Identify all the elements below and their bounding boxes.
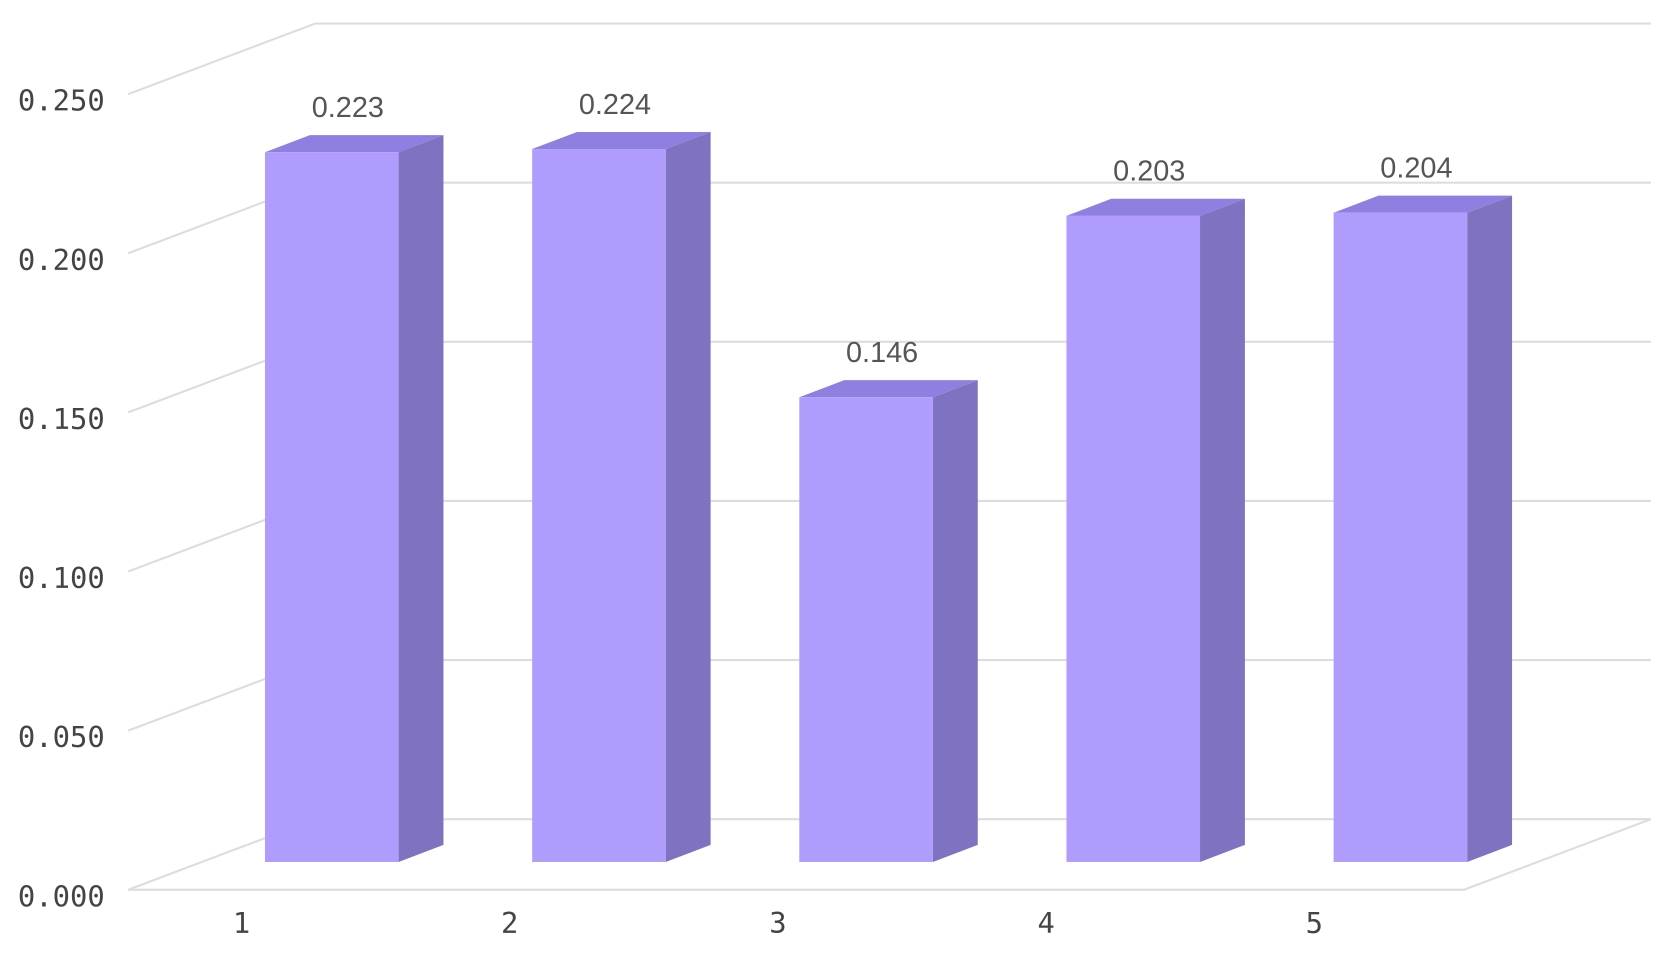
value-label: 0.204 xyxy=(1380,153,1452,185)
bar-top xyxy=(265,135,444,153)
y-tick-label: 0.100 xyxy=(18,561,105,595)
grid-line xyxy=(127,22,1651,96)
bar-side xyxy=(665,131,711,862)
bar-top xyxy=(799,380,978,398)
value-label: 0.203 xyxy=(1113,156,1185,188)
y-tick-label: 0.200 xyxy=(18,243,105,277)
x-tick-label: 4 xyxy=(1037,906,1054,940)
value-label: 0.223 xyxy=(312,92,384,124)
bar-top xyxy=(1333,195,1513,213)
bar-side xyxy=(1200,198,1245,862)
bar xyxy=(1066,215,1201,862)
value-label: 0.146 xyxy=(846,337,918,369)
y-tick-label: 0.000 xyxy=(18,879,105,913)
x-tick-label: 3 xyxy=(769,906,786,940)
bar xyxy=(1333,212,1468,862)
bar-top xyxy=(1066,198,1245,216)
bar-side xyxy=(1467,195,1513,862)
bar-side xyxy=(932,380,978,862)
x-tick-label: 2 xyxy=(501,906,518,940)
bar-side xyxy=(398,135,444,862)
bar xyxy=(799,397,933,862)
y-tick-label: 0.250 xyxy=(18,84,105,118)
bar xyxy=(265,152,399,862)
y-tick-label: 0.050 xyxy=(18,720,105,754)
bar xyxy=(532,149,666,862)
value-label: 0.224 xyxy=(579,89,651,121)
floor-edge xyxy=(128,818,1652,891)
x-tick-label: 5 xyxy=(1306,906,1323,940)
x-tick-label: 1 xyxy=(233,906,250,940)
bar-top xyxy=(532,131,711,150)
y-tick-label: 0.150 xyxy=(18,402,105,436)
